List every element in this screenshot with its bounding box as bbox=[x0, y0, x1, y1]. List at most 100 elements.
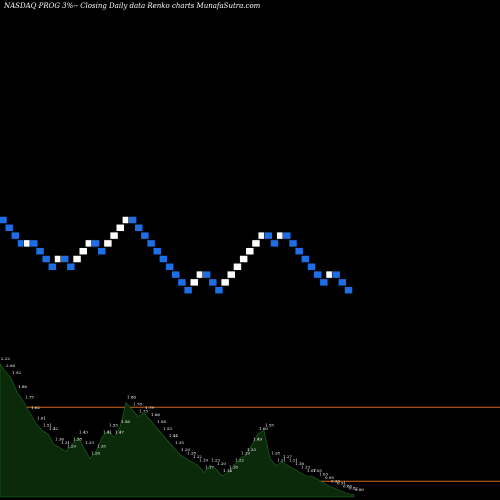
volume-label: 1.66 bbox=[151, 412, 160, 417]
volume-label: 1.75 bbox=[25, 395, 34, 400]
volume-label: 1.58 bbox=[157, 419, 166, 424]
volume-label: 1.73 bbox=[139, 409, 148, 414]
volume-label: 1.43 bbox=[79, 430, 88, 435]
renko-brick-down bbox=[0, 216, 8, 224]
renko-brick-down bbox=[41, 255, 51, 263]
volume-label: 1.20 bbox=[217, 461, 226, 466]
volume-label: 1.79 bbox=[145, 405, 154, 410]
renko-brick-down bbox=[270, 239, 279, 248]
volume-label: 0.80 bbox=[355, 487, 364, 492]
renko-brick-down bbox=[29, 239, 39, 248]
volume-label: 1.05 bbox=[313, 468, 322, 473]
volume-label: 1.07 bbox=[307, 468, 316, 473]
chart-title: NASDAQ PROG 3%-- Closing Daily data Renk… bbox=[3, 2, 261, 10]
volume-label: 1.29 bbox=[181, 447, 190, 452]
renko-brick-down bbox=[97, 247, 106, 255]
renko-brick-down bbox=[35, 247, 45, 255]
renko-brick-down bbox=[202, 270, 211, 279]
volume-label: 1.17 bbox=[205, 465, 214, 470]
volume-label: 1.56 bbox=[121, 419, 130, 424]
volume-label: 1.86 bbox=[127, 395, 136, 400]
renko-brick-down bbox=[91, 239, 100, 248]
volume-label: 1.27 bbox=[283, 454, 292, 459]
volume-label: 1.36 bbox=[55, 437, 64, 442]
renko-brick-down bbox=[313, 270, 322, 279]
volume-label: 1.55 bbox=[265, 423, 274, 428]
volume-label: 1.47 bbox=[115, 430, 124, 435]
renko-brick-down bbox=[301, 255, 310, 263]
renko-brick-down bbox=[183, 286, 193, 294]
renko-brick-down bbox=[128, 216, 137, 224]
renko-brick-down bbox=[60, 255, 69, 263]
renko-brick-down bbox=[288, 239, 298, 248]
volume-label: 1.35 bbox=[175, 440, 184, 445]
renko-brick-down bbox=[171, 270, 181, 279]
renko-brick-up bbox=[233, 263, 242, 271]
renko-brick-up bbox=[220, 278, 230, 287]
volume-label: 2.22 bbox=[1, 356, 10, 361]
renko-brick-down bbox=[344, 286, 353, 294]
renko-brick-down bbox=[4, 224, 14, 232]
volume-label: 1.44 bbox=[169, 433, 178, 438]
renko-brick-up bbox=[109, 231, 119, 240]
volume-label: 0.91 bbox=[337, 481, 346, 486]
volume-label: 1.22 bbox=[193, 454, 202, 459]
renko-brick-down bbox=[165, 263, 174, 271]
volume-label: 1.18 bbox=[229, 465, 238, 470]
volume-label: 1.41 bbox=[103, 430, 112, 435]
volume-label: 1.21 bbox=[289, 458, 298, 463]
renko-brick-up bbox=[227, 270, 236, 279]
renko-brick-down bbox=[307, 263, 316, 271]
volume-label: 1.33 bbox=[247, 447, 256, 452]
volume-label: 1.33 bbox=[85, 440, 94, 445]
volume-label: 1.31 bbox=[61, 440, 70, 445]
volume-label: 1.18 bbox=[295, 461, 304, 466]
volume-label: 2.06 bbox=[6, 363, 15, 368]
renko-brick-up bbox=[239, 255, 248, 263]
renko-brick-down bbox=[331, 270, 341, 279]
renko-brick-down bbox=[282, 231, 292, 240]
volume-label: 1.51 bbox=[43, 423, 52, 428]
volume-label: 1.53 bbox=[163, 426, 172, 431]
volume-area bbox=[0, 363, 355, 498]
renko-brick-down bbox=[153, 247, 162, 255]
renko-brick-down bbox=[146, 239, 156, 248]
renko-brick-up bbox=[115, 224, 125, 232]
renko-brick-down bbox=[264, 231, 273, 240]
volume-label: 1.21 bbox=[277, 458, 286, 463]
renko-brick-up bbox=[190, 278, 199, 287]
volume-label: 1.55 bbox=[109, 423, 118, 428]
volume-series bbox=[0, 363, 355, 498]
volume-label: 1.78 bbox=[133, 402, 142, 407]
renko-brick-down bbox=[177, 278, 187, 287]
renko-brick-down bbox=[319, 278, 329, 287]
volume-label: 0.95 bbox=[325, 475, 334, 480]
volume-label: 1.29 bbox=[241, 451, 250, 456]
volume-label: 1.61 bbox=[37, 416, 46, 421]
volume-label: 1.28 bbox=[187, 451, 196, 456]
volume-label: 1.92 bbox=[12, 370, 21, 375]
renko-brick-down bbox=[338, 278, 347, 287]
renko-brick-down bbox=[48, 263, 57, 271]
volume-label: 1.49 bbox=[253, 437, 262, 442]
renko-brick-down bbox=[66, 263, 76, 271]
renko-brick-up bbox=[251, 239, 261, 248]
volume-label: 1.19 bbox=[199, 458, 208, 463]
volume-label: 1.62 bbox=[31, 405, 40, 410]
volume-label: 1.42 bbox=[49, 426, 58, 431]
renko-brick-down bbox=[214, 286, 224, 294]
volume-label: 1.28 bbox=[271, 451, 280, 456]
volume-labels: 2.22 2.06 1.92 1.86 1.75 1.62 1.61 1.511.42 1.36… bbox=[1, 356, 364, 492]
renko-brick-down bbox=[11, 231, 20, 240]
volume-label: 1.26 bbox=[91, 451, 100, 456]
renko-brick-up bbox=[72, 255, 82, 263]
volume-label: 1.86 bbox=[18, 384, 27, 389]
volume-label: 1.35 bbox=[97, 444, 106, 449]
renko-brick-down bbox=[294, 247, 304, 255]
renko-brick-down bbox=[208, 278, 218, 287]
volume-label: 1.22 bbox=[235, 458, 244, 463]
renko-brick-down bbox=[159, 255, 168, 263]
volume-label: 1.03 bbox=[319, 472, 328, 477]
